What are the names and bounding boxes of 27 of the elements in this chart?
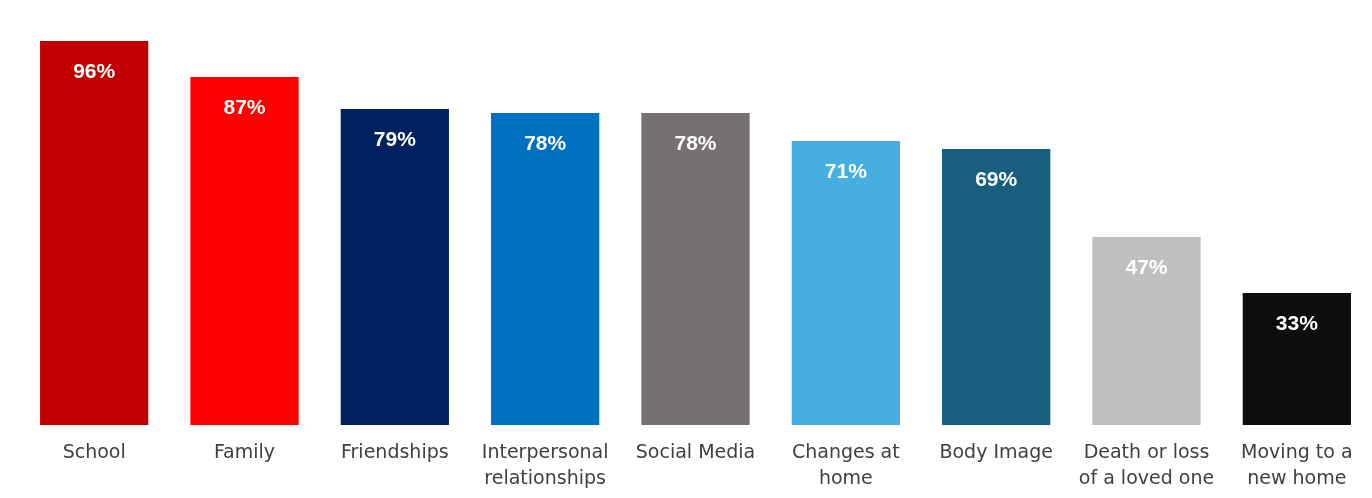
x-tick-label: School <box>62 440 126 462</box>
data-label: 33% <box>1275 311 1319 334</box>
data-label: 47% <box>1125 255 1168 278</box>
bar <box>1092 237 1201 425</box>
x-tick-label: Changes at home <box>791 440 900 488</box>
x-tick-label: Moving to a new home <box>1241 440 1353 488</box>
bar <box>340 109 449 425</box>
x-tick-label: Interpersonal relationships <box>481 440 609 488</box>
x-tick-label: Social Media <box>635 440 756 462</box>
x-tick-label: Friendships <box>341 440 449 462</box>
x-tick-label: Family <box>213 440 276 462</box>
bar <box>190 77 299 425</box>
x-tick-label: Body Image <box>939 440 1053 462</box>
bar <box>491 113 600 425</box>
data-label: 79% <box>373 127 417 150</box>
bar <box>641 113 750 425</box>
data-label: 96% <box>73 59 116 82</box>
bar <box>942 149 1051 425</box>
data-label: 78% <box>524 131 567 154</box>
data-label: 71% <box>824 159 868 182</box>
data-label: 87% <box>223 95 266 118</box>
bar <box>791 141 900 425</box>
data-label: 78% <box>674 131 717 154</box>
bar <box>1242 293 1351 425</box>
bar <box>40 41 149 425</box>
x-tick-label: Death or loss of a loved one <box>1078 440 1215 488</box>
data-label: 69% <box>975 167 1018 190</box>
